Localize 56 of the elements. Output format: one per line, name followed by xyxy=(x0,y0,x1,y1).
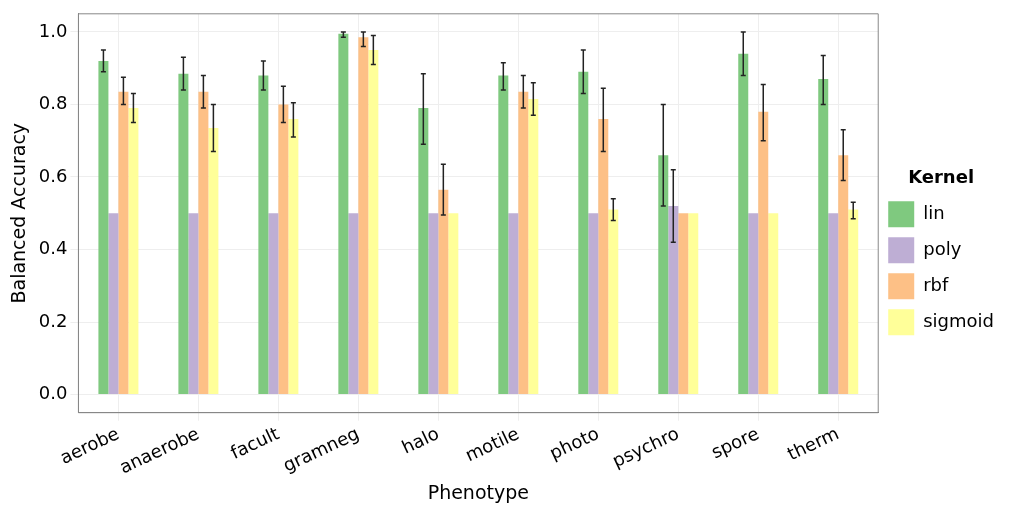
bar xyxy=(438,189,449,395)
x-axis-title: Phenotype xyxy=(427,480,529,503)
bar xyxy=(258,75,269,395)
bar xyxy=(508,213,519,395)
legend-label: lin xyxy=(923,201,945,223)
bar xyxy=(518,91,529,395)
bar xyxy=(588,213,599,395)
bar xyxy=(818,79,829,395)
bar xyxy=(828,213,839,395)
bar xyxy=(338,33,349,395)
bar xyxy=(278,104,289,395)
bar xyxy=(608,209,619,395)
bar xyxy=(598,118,609,395)
bar xyxy=(668,205,679,395)
bar xyxy=(98,60,109,395)
y-tick-label: 0.2 xyxy=(38,309,68,331)
bar xyxy=(738,53,749,395)
y-tick-label: 0.8 xyxy=(38,92,68,114)
x-tick-label: halo xyxy=(398,422,442,458)
bar xyxy=(268,213,279,395)
legend-label: sigmoid xyxy=(923,309,994,331)
bar xyxy=(188,213,199,395)
bar xyxy=(678,213,689,395)
bar xyxy=(128,108,139,395)
bar xyxy=(348,213,359,395)
bar xyxy=(358,37,369,395)
bar xyxy=(418,108,429,395)
bar xyxy=(198,91,209,395)
bar xyxy=(428,213,439,395)
x-tick-label: spore xyxy=(707,422,762,463)
legend-label: rbf xyxy=(923,273,950,295)
x-tick-label: therm xyxy=(783,422,842,465)
bar xyxy=(288,118,299,395)
bar xyxy=(748,213,759,395)
bar xyxy=(848,209,859,395)
bar xyxy=(768,213,779,395)
legend-label: poly xyxy=(923,237,962,259)
y-tick-label: 0.0 xyxy=(38,382,68,404)
y-axis-title: Balanced Accuracy xyxy=(7,122,30,304)
bar xyxy=(758,111,769,395)
bar xyxy=(688,213,699,395)
bar xyxy=(118,91,129,395)
y-tick-label: 0.4 xyxy=(38,237,68,259)
bar xyxy=(498,75,509,395)
y-tick-label: 0.6 xyxy=(38,164,68,186)
bar xyxy=(178,73,189,395)
bar xyxy=(208,128,219,395)
bar xyxy=(528,99,539,395)
bar xyxy=(838,155,849,395)
y-tick-label: 1.0 xyxy=(38,19,68,41)
legend-title: Kernel xyxy=(908,166,975,188)
bar xyxy=(658,155,669,395)
bar xyxy=(448,213,459,395)
bar xyxy=(578,71,589,395)
bar xyxy=(108,213,119,395)
bar xyxy=(368,50,379,395)
